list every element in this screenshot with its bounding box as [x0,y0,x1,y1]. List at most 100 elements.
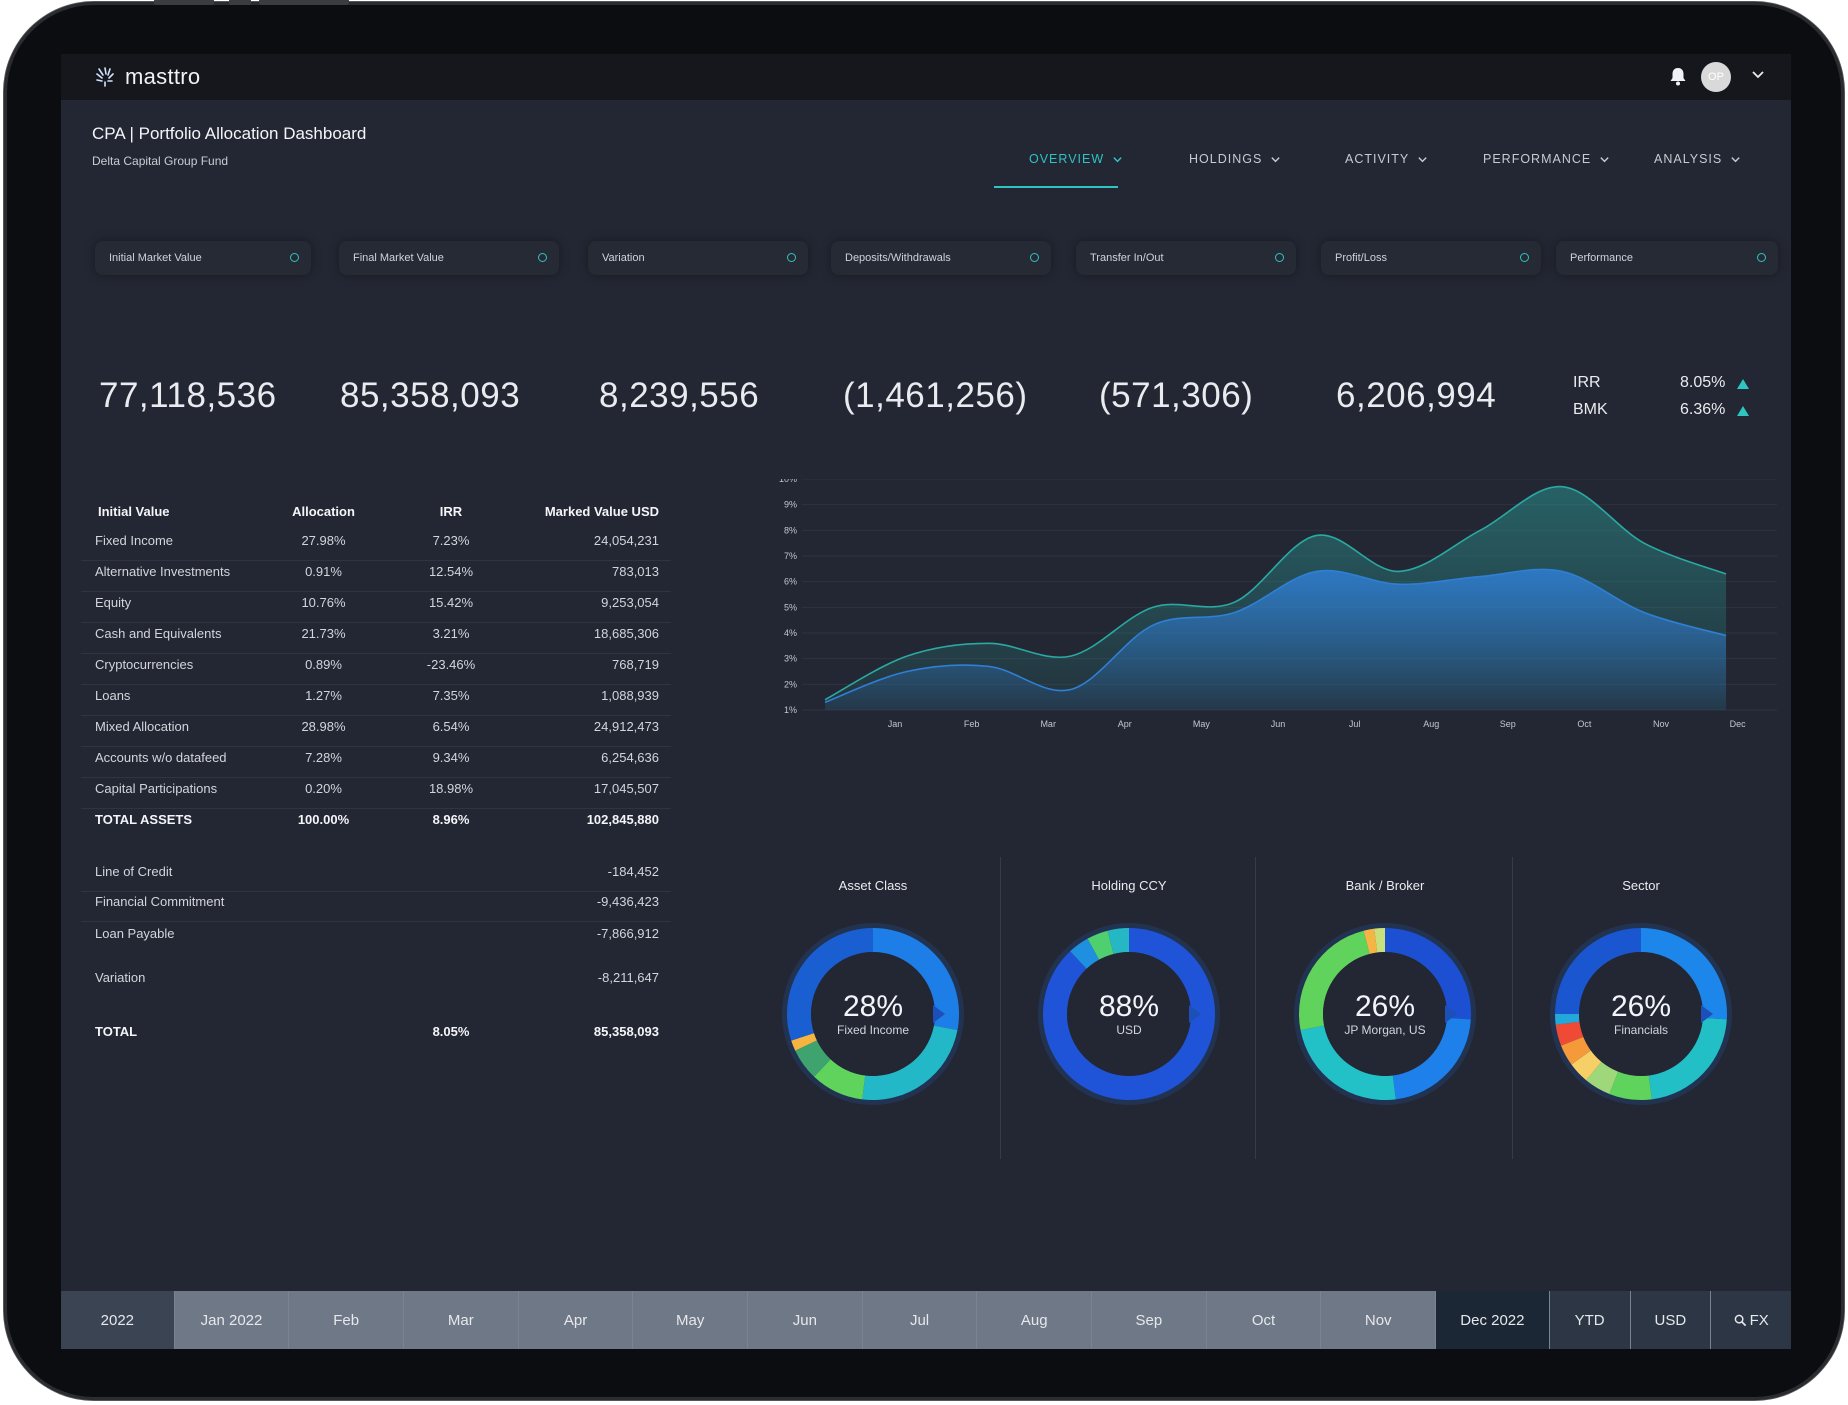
timeline-month[interactable]: Jun [748,1291,863,1349]
donut-segment[interactable] [787,928,873,1041]
kpi-initial-market-value[interactable]: Initial Market Value [95,241,311,275]
donut-segment[interactable] [795,1040,831,1077]
y-tick-label: 1% [784,705,797,715]
tab-analysis[interactable]: ANALYSIS [1654,152,1741,166]
donut-segment[interactable] [1555,1021,1584,1046]
donut-segment[interactable] [1385,928,1471,1020]
kpi-final-market-value[interactable]: Final Market Value [339,241,559,275]
timeline-month[interactable]: Apr [518,1291,634,1349]
kpi-deposits-withdrawals[interactable]: Deposits/Withdrawals [831,241,1051,275]
donut-segment[interactable] [873,928,959,1031]
timeline-year[interactable]: 2022 [61,1291,175,1349]
asset-class-donut[interactable] [773,914,973,1114]
donut-segment[interactable] [1363,928,1378,954]
total-assets-row[interactable]: TOTAL ASSETS 100.00% 8.96% 102,845,880 [81,802,671,839]
col-header-marked-value[interactable]: Marked Value USD [544,504,659,519]
x-tick-label: Feb [964,719,980,729]
kpi-transfer-in-out[interactable]: Transfer In/Out [1076,241,1296,275]
ytd-button[interactable]: YTD [1549,1291,1631,1349]
col-header-irr[interactable]: IRR [439,504,463,519]
hardware-button [259,0,349,5]
total-row[interactable]: TOTAL 8.05% 85,358,093 [81,1014,671,1051]
donut-segment[interactable] [1300,1025,1396,1100]
table-row[interactable]: Equity 10.76% 15.42% 9,253,054 [81,585,671,623]
tab-overview[interactable]: OVERVIEW [1029,152,1123,166]
donut-label: Financials [1613,1023,1669,1037]
donut-segment[interactable] [1561,1036,1591,1065]
kpi-performance[interactable]: Performance [1556,241,1778,275]
info-dot-icon [1520,253,1529,262]
kpi-variation[interactable]: Variation [588,241,808,275]
liability-row[interactable]: Financial Commitment -9,436,423 [81,884,671,922]
donut-segment[interactable] [1392,1017,1471,1100]
donut-percentage: 88% [1098,990,1160,1023]
donut-segment[interactable] [814,1059,866,1100]
table-row[interactable]: Cryptocurrencies 0.89% -23.46% 768,719 [81,647,671,685]
timeline-month[interactable]: Oct [1206,1291,1322,1349]
table-cell: 6,254,636 [601,750,659,765]
chevron-down-icon[interactable] [1751,68,1765,82]
timeline-month[interactable]: Sep [1092,1291,1207,1349]
timeline-month[interactable]: Nov [1321,1291,1437,1349]
donut-segment[interactable] [1609,1071,1652,1100]
donut-segment[interactable] [1299,930,1370,1031]
donut-segment[interactable] [1641,928,1727,1020]
table-row[interactable]: Capital Participations 0.20% 18.98% 17,045,… [81,771,671,809]
donut-segment[interactable] [1586,1061,1619,1094]
tab-holdings[interactable]: HOLDINGS [1189,152,1281,166]
timeline-month[interactable]: Jan 2022 [174,1291,290,1349]
donut-segment[interactable] [1555,928,1641,1014]
liability-row[interactable]: Loan Payable -7,866,912 [81,916,671,953]
table-cell: Capital Participations [95,781,218,796]
donut-segment[interactable] [1648,1017,1727,1100]
table-row[interactable]: Alternative Investments 0.91% 12.54% 783,01… [81,554,671,592]
holding-ccy-donut[interactable] [1029,914,1229,1114]
series-line [824,485,1727,701]
liability-row[interactable]: Line of Credit -184,452 [81,854,671,892]
col-header-initial-value[interactable]: Initial Value [98,504,170,519]
table-row[interactable]: Fixed Income 27.98% 7.23% 24,054,231 [81,523,671,561]
table-row[interactable]: Loans 1.27% 7.35% 1,088,939 [81,678,671,716]
bell-icon[interactable] [1669,66,1687,86]
currency-button[interactable]: USD [1630,1291,1712,1349]
donut-pointer-icon [933,1005,945,1023]
donut-segment[interactable] [791,1033,817,1051]
fx-button[interactable]: FX [1711,1291,1791,1349]
timeline-end-month[interactable]: Dec 2022 [1436,1291,1550,1349]
table-cell: 100.00% [297,812,350,827]
timeline-month[interactable]: Mar [404,1291,519,1349]
y-tick-label: 2% [784,679,797,689]
donut-segment[interactable] [1555,1014,1580,1025]
x-tick-label: Dec [1730,719,1747,729]
y-tick-label: 9% [784,500,797,510]
table-row[interactable]: Accounts w/o datafeed 7.28% 9.34% 6,254,636 [81,740,671,778]
donut-segment[interactable] [1107,928,1129,954]
table-row[interactable]: Cash and Equivalents 21.73% 3.21% 18,685,30… [81,616,671,654]
user-avatar[interactable]: OP [1701,62,1731,92]
app-logo[interactable]: masttro [93,64,200,90]
table-row[interactable]: Mixed Allocation 28.98% 6.54% 24,912,473 [81,709,671,747]
donut-segment[interactable] [1070,938,1100,969]
timeline-month[interactable]: Feb [289,1291,405,1349]
performance-area-chart: 1% 2% 3% 4% 5% 6% 7% 8% 9% 10% Jan Feb Mar Apr May Jun J… [779,479,1777,729]
x-tick-label: Sep [1500,719,1516,729]
liability-row[interactable]: Variation -8,211,647 [81,960,671,997]
irr-value: 8.05% [1680,374,1726,391]
table-cell: Accounts w/o datafeed [95,750,227,765]
col-header-allocation[interactable]: Allocation [292,504,355,519]
timeline-month[interactable]: Jul [862,1291,978,1349]
timeline-month[interactable]: May [633,1291,749,1349]
tab-activity[interactable]: ACTIVITY [1345,152,1428,166]
donut-segment[interactable] [1087,930,1114,960]
tab-performance[interactable]: PERFORMANCE [1483,152,1610,166]
timeline-month[interactable]: Aug [977,1291,1093,1349]
table-cell: 12.54% [428,564,474,579]
donut-center-bank-broker: 26% JP Morgan, US [1285,991,1485,1038]
sector-donut[interactable] [1541,914,1741,1114]
donut-segment[interactable] [1571,1050,1602,1081]
kpi-profit-loss[interactable]: Profit/Loss [1321,241,1541,275]
donut-segment[interactable] [862,1025,958,1100]
bank-broker-donut[interactable] [1285,914,1485,1114]
table-cell: 8.96% [432,812,470,827]
donut-segment[interactable] [1374,928,1385,953]
